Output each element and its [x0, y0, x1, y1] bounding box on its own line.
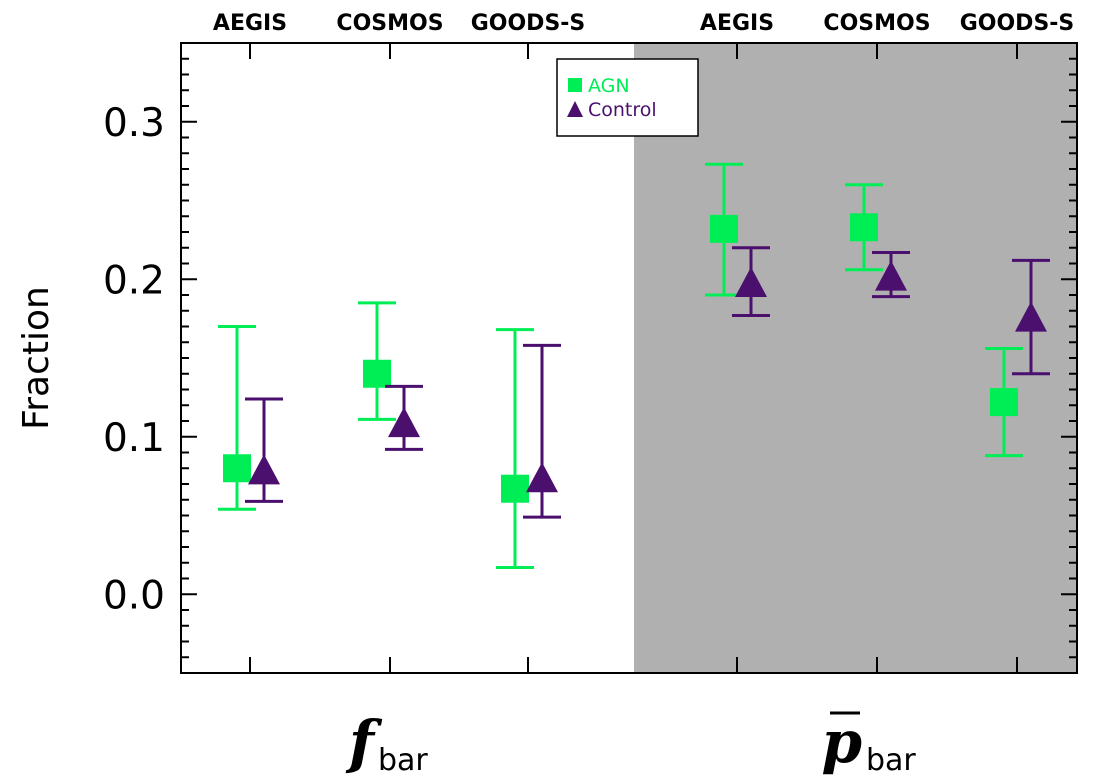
x-category-label: AEGIS	[700, 11, 774, 36]
agn-point	[985, 347, 1023, 458]
triangle-marker	[1015, 301, 1047, 332]
y-axis-title: Fraction	[16, 286, 57, 430]
control-point	[872, 250, 910, 299]
group-label-symbol: p	[821, 708, 862, 776]
square-marker	[990, 388, 1018, 417]
x-category-label: GOODS-S	[960, 11, 1075, 36]
square-marker	[363, 359, 391, 388]
x-category-label: COSMOS	[336, 11, 443, 36]
group-label-subscript: bar	[378, 743, 428, 778]
square-marker	[850, 213, 878, 242]
control-point	[523, 343, 561, 519]
group-label-subscript: bar	[866, 743, 916, 778]
y-tick-label: 0.0	[103, 573, 165, 618]
square-marker	[501, 474, 529, 503]
triangle-marker	[875, 260, 907, 291]
triangle-marker	[526, 462, 558, 493]
legend-label: AGN	[588, 75, 630, 97]
square-marker	[710, 214, 738, 243]
agn-point	[845, 183, 883, 272]
x-category-label: GOODS-S	[471, 11, 586, 36]
legend-box	[556, 58, 699, 137]
group-label: p bar	[821, 708, 916, 778]
triangle-marker	[388, 407, 420, 438]
control-point	[732, 246, 770, 317]
group-label: f bar	[345, 708, 428, 778]
legend-square-swatch	[568, 78, 582, 92]
square-marker	[223, 454, 251, 483]
agn-point	[218, 325, 256, 511]
legend-item: Control	[567, 99, 657, 121]
agn-point	[496, 328, 534, 569]
legend-label: Control	[588, 99, 657, 121]
y-tick-label: 0.1	[103, 416, 165, 461]
agn-point	[358, 301, 396, 421]
legend-item: AGN	[568, 75, 630, 97]
y-tick-label: 0.2	[103, 258, 165, 303]
control-point	[385, 384, 423, 451]
triangle-marker	[735, 266, 767, 297]
agn-point	[705, 162, 743, 297]
control-point	[1012, 258, 1050, 376]
legend-triangle-swatch	[567, 101, 583, 117]
y-tick-label: 0.3	[103, 101, 165, 146]
x-category-label: COSMOS	[823, 11, 930, 36]
triangle-marker	[248, 454, 280, 485]
x-category-label: AEGIS	[213, 11, 287, 36]
control-point	[245, 397, 283, 503]
shaded-region	[634, 43, 1077, 673]
